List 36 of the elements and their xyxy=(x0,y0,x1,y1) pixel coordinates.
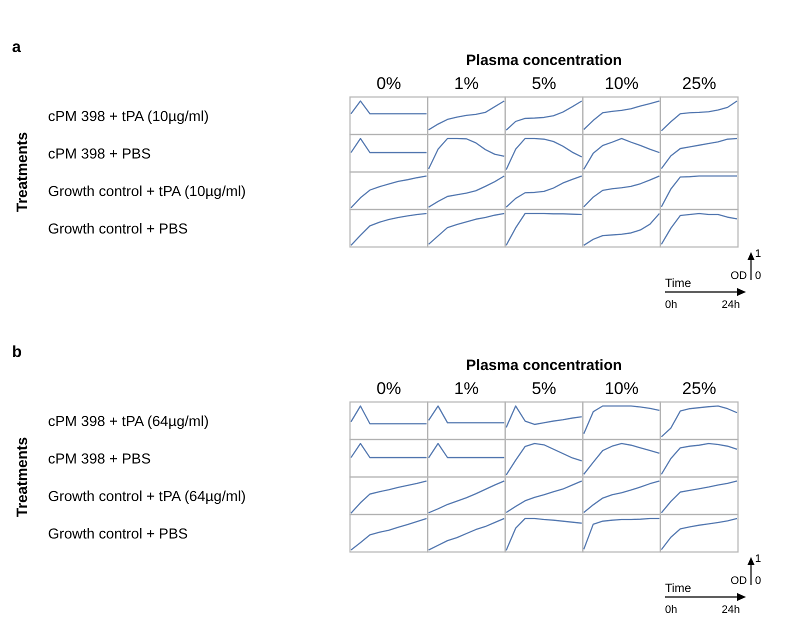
chart-title: 10% xyxy=(604,74,639,93)
text: Plasma concentration xyxy=(466,357,622,374)
text: 0 xyxy=(755,575,762,587)
chart-title: 25% xyxy=(682,74,716,93)
chart-title: 5% xyxy=(532,74,556,93)
text: 0h xyxy=(665,604,678,616)
y-axis-title: Growth control + PBS xyxy=(48,221,188,238)
text: b xyxy=(12,344,22,361)
y-axis-title: Growth control + tPA (10µg/ml) xyxy=(48,184,246,200)
y-axis-title: cPM 398 + PBS xyxy=(48,146,151,162)
chart-title: 5% xyxy=(532,379,556,398)
text: OD xyxy=(730,575,748,587)
y-axis-title: cPM 398 + tPA (10µg/ml) xyxy=(48,108,209,125)
text: 0 xyxy=(755,270,762,282)
text: Plasma concentration xyxy=(466,52,622,69)
text: Time xyxy=(665,581,692,595)
y-axis-title: cPM 398 + PBS xyxy=(48,451,151,468)
text: 0h xyxy=(665,299,678,311)
chart-title: 0% xyxy=(376,379,402,398)
text: 1 xyxy=(755,248,762,260)
text: 1 xyxy=(755,553,762,565)
chart-title: 25% xyxy=(682,379,716,398)
y-axis-title: cPM 398 + tPA (64µg/ml) xyxy=(48,414,209,430)
chart-title: 1% xyxy=(454,379,479,398)
chart-title: 1% xyxy=(454,74,479,93)
chart-title: 0% xyxy=(376,74,402,93)
text: 24h xyxy=(722,299,740,311)
chart-title: 10% xyxy=(604,379,639,398)
y-axis-title: Growth control + PBS xyxy=(48,526,188,542)
y-axis-title: Growth control + tPA (64µg/ml) xyxy=(48,488,246,505)
text: OD xyxy=(730,270,748,282)
text: Treatments xyxy=(14,132,31,212)
text: Time xyxy=(665,276,692,290)
text: a xyxy=(12,39,21,56)
text: 24h xyxy=(722,604,740,616)
text: Treatments xyxy=(14,436,31,518)
